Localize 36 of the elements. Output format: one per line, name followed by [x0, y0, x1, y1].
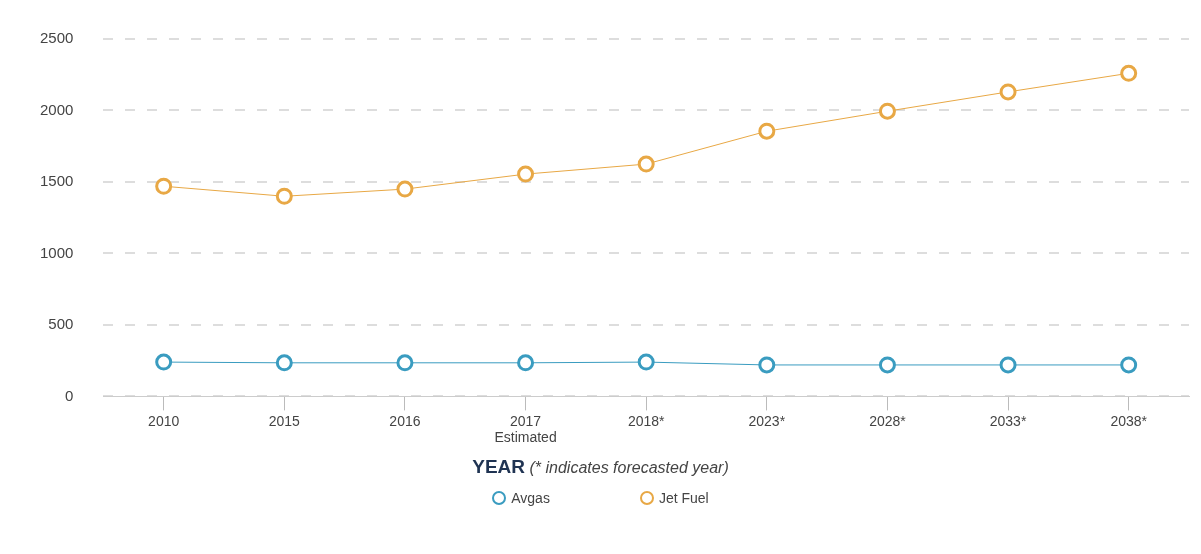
- x-tick-label: 2033*: [989, 412, 1027, 429]
- y-tick-label: 1500: [39, 172, 74, 190]
- point: [1120, 64, 1138, 82]
- y-tick-label: 2500: [39, 29, 74, 47]
- x-tick-label: 2010: [148, 412, 180, 429]
- point: [878, 356, 896, 374]
- x-tick-label: 2017 Estimated: [494, 412, 557, 446]
- y-tick-label: 2000: [39, 100, 74, 118]
- point: [396, 180, 414, 198]
- point: [1120, 356, 1138, 374]
- point: [517, 354, 535, 372]
- point: [637, 155, 655, 173]
- point: [878, 102, 896, 120]
- x-axis-title: YEAR (* indicates forecasted year): [472, 456, 729, 477]
- x-tick-label: 2023*: [748, 412, 786, 429]
- y-tick-label: 1000: [39, 243, 74, 261]
- point: [275, 354, 293, 372]
- point: [517, 165, 535, 183]
- legend-label: Jet Fuel: [658, 490, 709, 506]
- x-tick-label: 2028*: [869, 412, 907, 429]
- point: [396, 354, 414, 372]
- x-tick-label: 2016: [389, 412, 421, 429]
- legend-label: Avgas: [511, 490, 550, 506]
- point: [275, 187, 293, 205]
- x-tick-label: 2015: [268, 412, 301, 429]
- point: [637, 353, 655, 371]
- point: [155, 177, 173, 195]
- point: [758, 122, 776, 140]
- y-tick-label: 0: [65, 386, 74, 404]
- point: [155, 353, 173, 371]
- point: [999, 356, 1017, 374]
- x-tick-label: 2018*: [627, 412, 666, 429]
- point: [758, 356, 776, 374]
- point: [999, 83, 1017, 101]
- x-tick-label: 2038*: [1110, 412, 1148, 429]
- y-tick-label: 500: [48, 315, 74, 333]
